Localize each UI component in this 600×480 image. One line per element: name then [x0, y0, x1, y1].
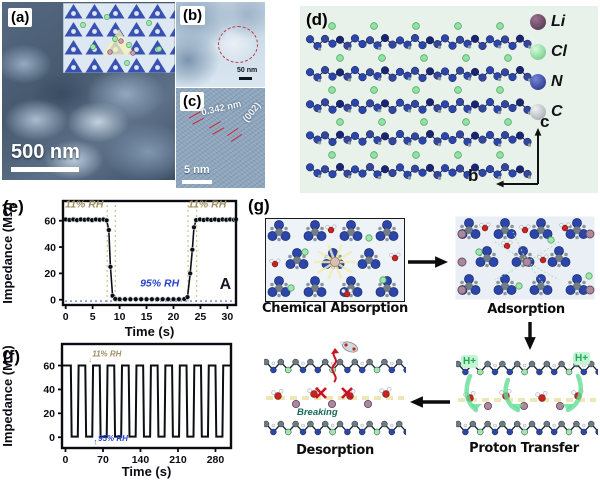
svg-text:0: 0: [49, 432, 55, 444]
svg-text:11% RH: 11% RH: [65, 199, 104, 211]
svg-text:30: 30: [222, 311, 234, 323]
svg-text:↑: ↑: [93, 437, 97, 446]
panel-d-crystal-structure: (d) Li Cl N C c b: [300, 6, 598, 193]
panel-b-scale-bar: [239, 77, 252, 80]
svg-text:A: A: [220, 276, 232, 293]
cl-label: Cl: [551, 43, 567, 60]
data-series: [62, 364, 231, 438]
impedance-step-chart: 0 5 10 15 20 25 30 0 20 40 60 Time (s) Impedance (MΩ…: [0, 199, 239, 339]
panel-c-scale-bar: [182, 180, 212, 184]
panel-g-label: (g): [248, 196, 270, 215]
layered-structure-drawing: [305, 22, 542, 188]
lattice-plane-label: (002): [240, 100, 264, 125]
step-adsorption-caption: Adsorption: [487, 302, 565, 317]
panel-a-scale-text: 500 nm: [11, 141, 80, 163]
panel-c-label: (c): [180, 92, 205, 111]
fringe-marker: [226, 128, 243, 142]
panel-c-hrtem-image: (c) 0.342 nm (002) 5 nm: [176, 88, 265, 188]
svg-text:0: 0: [50, 295, 56, 307]
plot-frame: [60, 342, 233, 450]
svg-text:140: 140: [132, 454, 150, 466]
step-proton-transfer-caption: Proton Transfer: [469, 441, 579, 456]
y-axis-label: Impedance (MΩ): [0, 345, 15, 446]
svg-text:20: 20: [168, 311, 180, 323]
proton-badge-left: H+: [461, 355, 479, 368]
svg-text:20: 20: [43, 408, 55, 420]
panel-b-tem-image: (b) 50 nm: [176, 2, 265, 87]
step-desorption-caption: Desorption: [296, 443, 374, 458]
svg-text:40: 40: [43, 384, 55, 396]
fringe-marker: [188, 111, 205, 125]
svg-text:0: 0: [63, 454, 69, 466]
svg-text:40: 40: [44, 242, 56, 254]
panel-f-label: (f): [3, 347, 20, 366]
chemical-absorption-structure: [265, 218, 405, 302]
legend-item-n: N: [530, 73, 563, 91]
panel-a-sem-image: (a): [2, 2, 175, 180]
svg-text:0: 0: [63, 311, 69, 323]
n-atom-swatch: [530, 74, 546, 90]
proton-badge-right: H+: [573, 352, 591, 365]
svg-text:15: 15: [141, 311, 153, 323]
legend-item-c: C: [530, 103, 563, 121]
lattice-spacing-label: 0.342 nm: [200, 98, 243, 119]
inset-cl-atoms: [80, 14, 162, 66]
panel-a-label: (a): [8, 8, 33, 27]
plot-frame: [61, 199, 238, 307]
li-atom-swatch: [530, 14, 546, 30]
svg-text:280: 280: [207, 454, 225, 466]
svg-text:11% RH: 11% RH: [92, 350, 121, 359]
svg-text:25: 25: [195, 311, 207, 323]
proton-transfer-structure: [456, 360, 598, 436]
svg-text:95% RH: 95% RH: [98, 434, 128, 443]
panel-c-scale-text: 5 nm: [184, 164, 210, 176]
panel-b-scale-text: 50 nm: [237, 67, 258, 74]
impedance-cycling-chart: 0 70 140 210 280 0 20 40 60 Time (s) Impedance (MΩ…: [0, 342, 233, 479]
cl-atom-swatch: [530, 44, 546, 60]
panel-d-label: (d): [306, 10, 328, 29]
inset-li-atoms: [107, 38, 136, 56]
panel-b-highlight-circle: [218, 26, 258, 63]
svg-text:11% RH: 11% RH: [188, 199, 227, 211]
panel-e-label: (e): [3, 197, 24, 216]
c-label: C: [551, 103, 563, 120]
axis-b-label: b: [468, 166, 479, 185]
panel-a-inset-structure: [63, 3, 175, 73]
svg-text:20: 20: [44, 268, 56, 280]
svg-text:95% RH: 95% RH: [140, 278, 180, 290]
svg-text:↓: ↓: [88, 355, 92, 364]
adsorption-structure: [455, 216, 595, 300]
svg-text:5: 5: [90, 311, 96, 323]
li-label: Li: [551, 13, 566, 30]
panel-a-scale-bar: [11, 167, 79, 172]
legend-item-cl: Cl: [530, 43, 567, 61]
axis-c-label: c: [540, 112, 550, 131]
c-atom-swatch: [530, 104, 546, 120]
step-chemical-absorption-caption: Chemical Absorption: [262, 301, 408, 316]
breaking-annotation: Breaking: [297, 407, 338, 418]
fringe-marker: [208, 121, 225, 135]
svg-text:10: 10: [114, 311, 126, 323]
desorption-structure: [264, 341, 406, 436]
x-axis-label: Time (s): [125, 324, 175, 339]
n-label: N: [551, 73, 563, 90]
svg-text:210: 210: [169, 454, 187, 466]
legend-item-li: Li: [530, 13, 565, 31]
y-axis-label: Impedance (MΩ): [0, 202, 15, 303]
x-axis-label: Time (s): [122, 464, 172, 479]
svg-text:60: 60: [44, 216, 56, 228]
panel-b-label: (b): [180, 6, 206, 25]
svg-text:70: 70: [97, 454, 109, 466]
svg-text:60: 60: [43, 360, 55, 372]
